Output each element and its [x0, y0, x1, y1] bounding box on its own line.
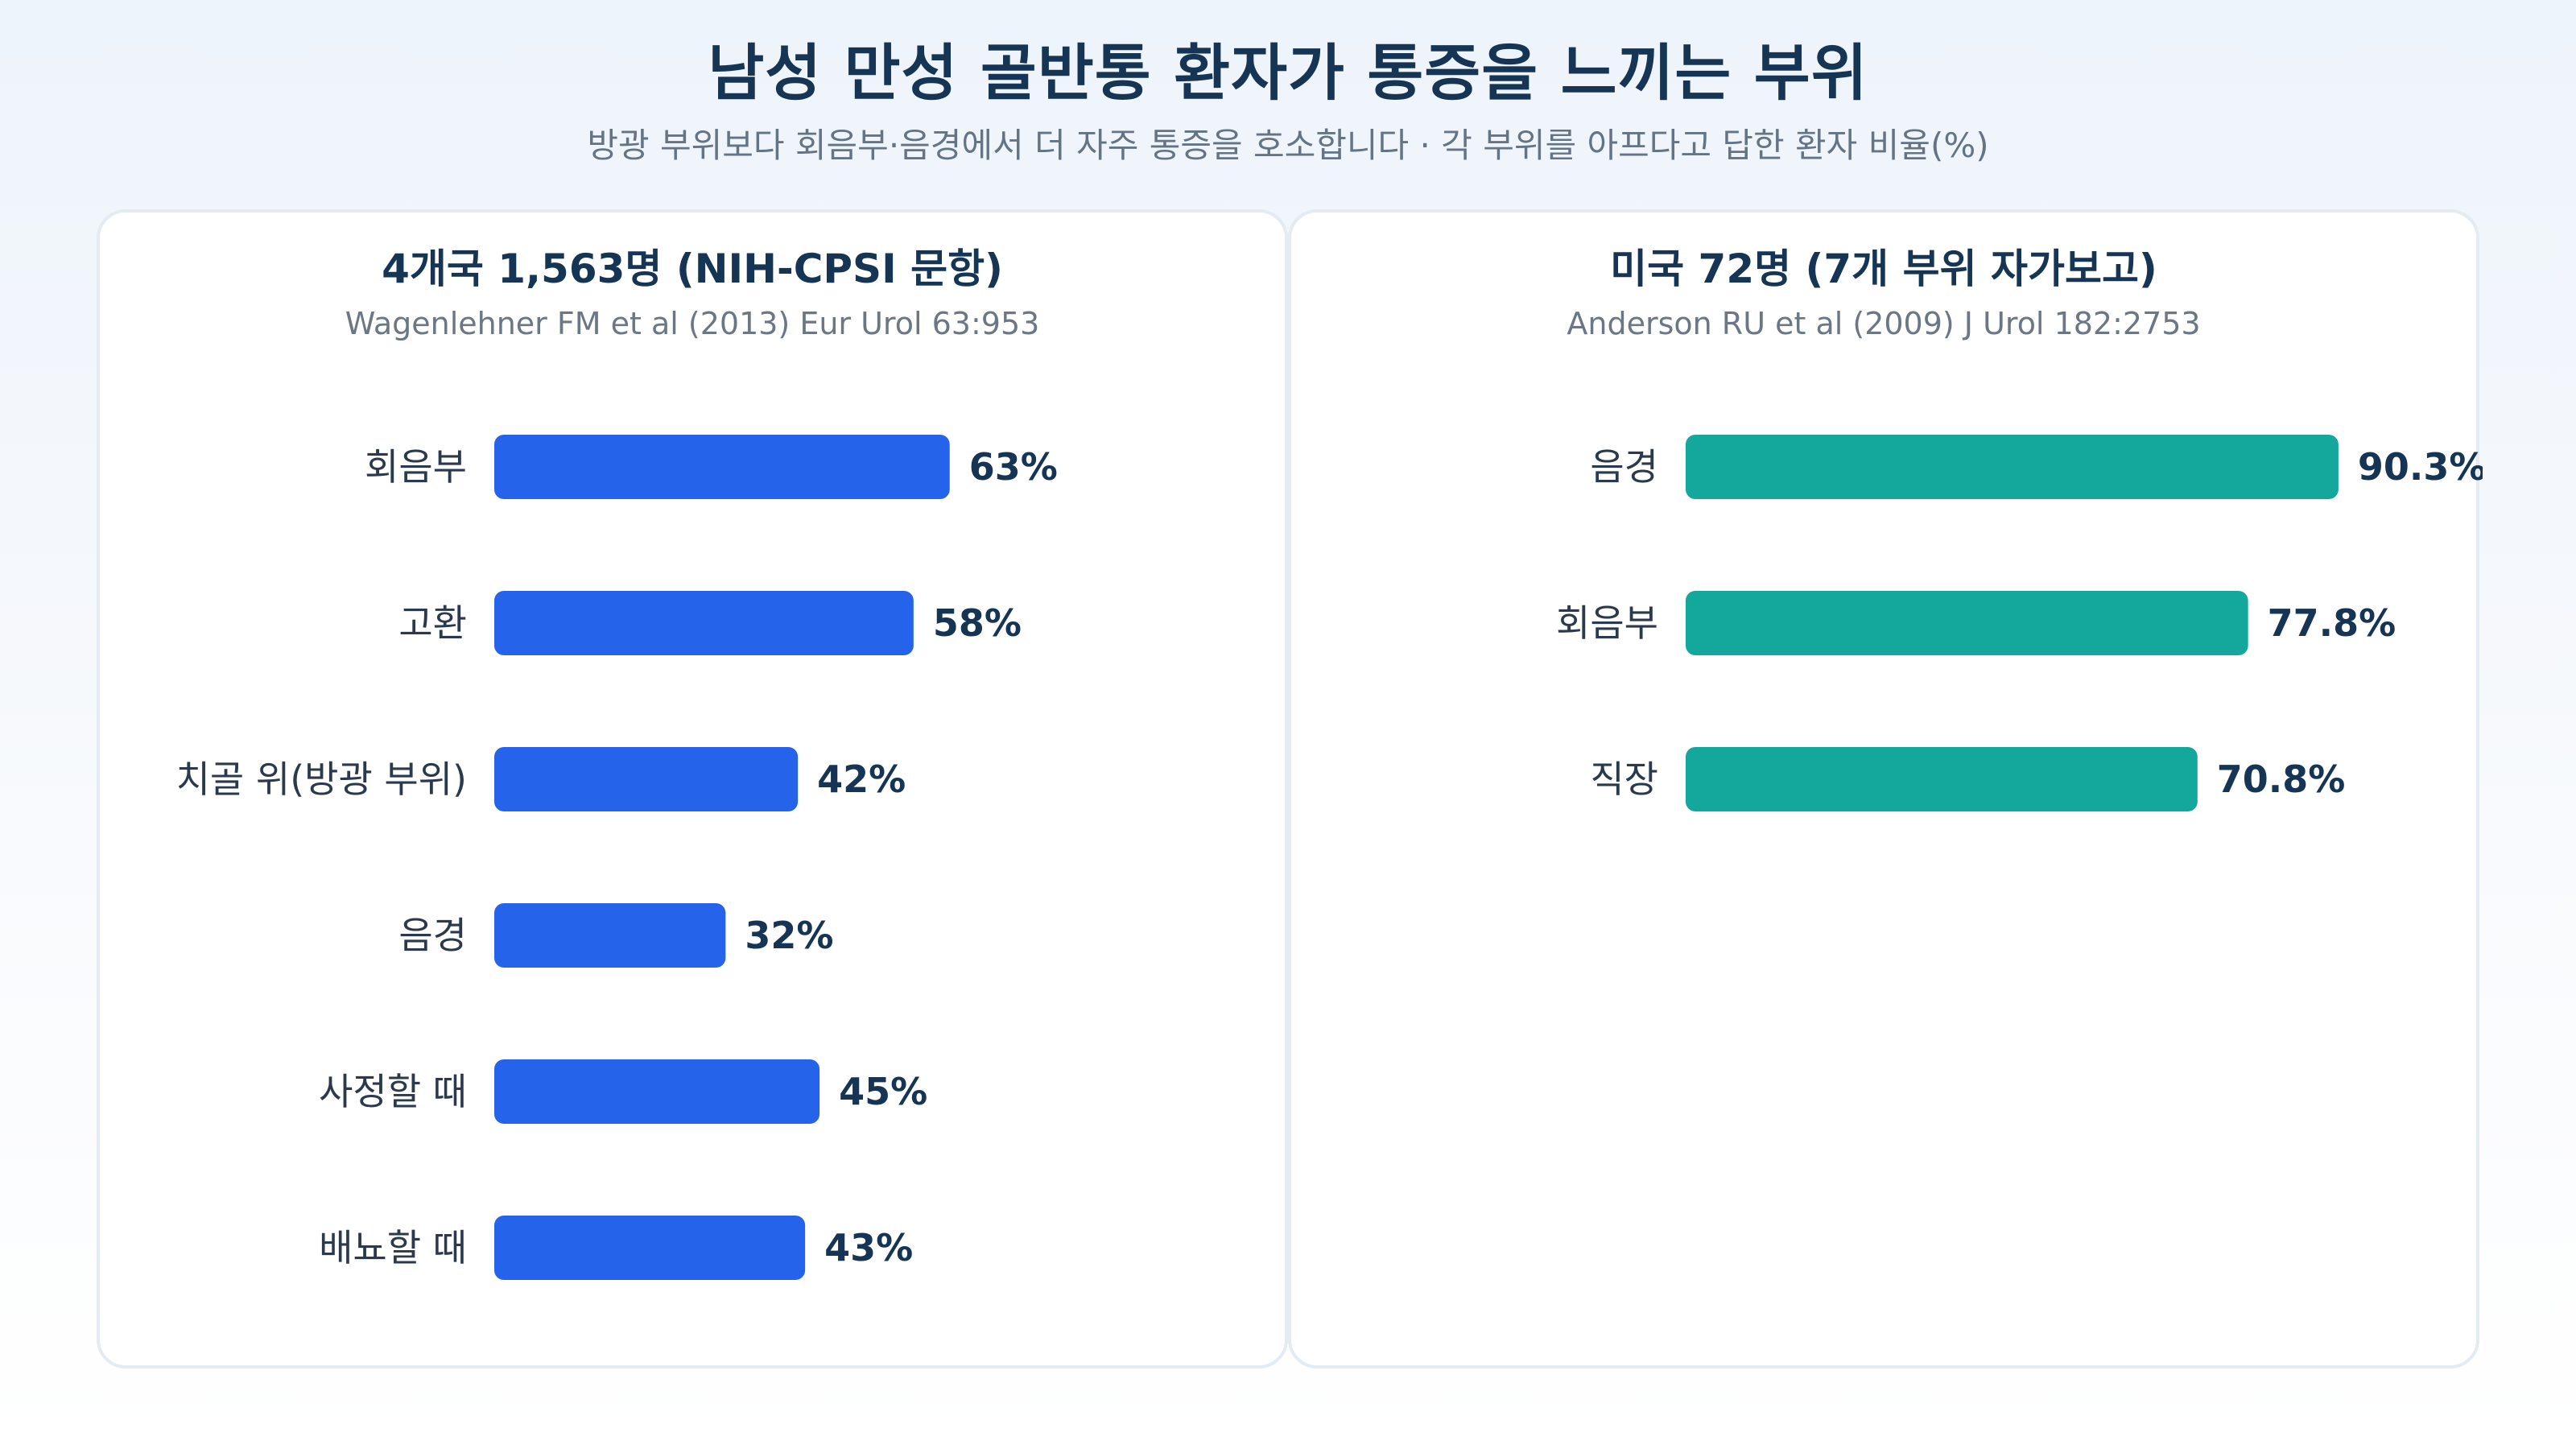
- bar-right-0: [1686, 435, 2339, 499]
- panel-header-right: 미국 72명 (7개 부위 자가보고) Anderson RU et al (2…: [1291, 237, 2476, 346]
- chart-panel-left: 4개국 1,563명 (NIH-CPSI 문항) Wagenlehner FM …: [97, 209, 1288, 1368]
- value-label: 42%: [817, 758, 906, 801]
- panel-source-right: Anderson RU et al (2009) J Urol 182:2753: [1567, 306, 2201, 341]
- value-label: 77.8%: [2268, 601, 2396, 645]
- value-label: 32%: [745, 914, 833, 957]
- category-label: 사정할 때: [319, 1070, 467, 1113]
- value-label: 90.3%: [2358, 445, 2483, 489]
- category-label: 음경: [398, 914, 467, 957]
- bar-left-5: [494, 1216, 806, 1280]
- bar-left-0: [494, 435, 950, 499]
- value-label: 70.8%: [2217, 758, 2346, 801]
- bar-chart-right: 음경 90.3% 회음부 77.8% 직장 70.8%: [1556, 435, 2483, 811]
- value-label: 63%: [969, 445, 1058, 489]
- category-label: 배뇨할 때: [319, 1226, 467, 1269]
- panel-title-left: 4개국 1,563명 (NIH-CPSI 문항): [382, 246, 1003, 292]
- category-label: 고환: [398, 601, 467, 645]
- category-label: 회음부: [1556, 601, 1658, 645]
- bar-left-3: [494, 903, 726, 968]
- bar-chart-left: 회음부 63% 고환 58% 치골 위(방광 부위) 42% 음경 32% 사정할 때 45% 배뇨…: [176, 435, 1058, 1280]
- bar-left-4: [494, 1059, 820, 1124]
- bar-left-2: [494, 747, 799, 811]
- panel-title-right: 미국 72명 (7개 부위 자가보고): [1610, 246, 2157, 292]
- bar-left-1: [494, 591, 914, 655]
- value-label: 58%: [933, 601, 1022, 645]
- page-title: 남성 만성 골반통 환자가 통증을 느끼는 부위: [708, 37, 1868, 109]
- value-label: 45%: [839, 1070, 927, 1113]
- page-subtitle: 방광 부위보다 회음부·음경에서 더 자주 통증을 호소합니다 · 각 부위를 …: [587, 126, 1989, 165]
- value-label: 43%: [824, 1226, 913, 1269]
- panel-header-left: 4개국 1,563명 (NIH-CPSI 문항) Wagenlehner FM …: [100, 237, 1285, 346]
- bar-right-1: [1686, 591, 2248, 655]
- category-label: 치골 위(방광 부위): [176, 758, 467, 801]
- category-label: 직장: [1590, 758, 1658, 801]
- chart-panel-right: 미국 72명 (7개 부위 자가보고) Anderson RU et al (2…: [1288, 209, 2483, 1368]
- bar-right-2: [1686, 747, 2198, 811]
- category-label: 음경: [1590, 445, 1658, 489]
- panel-source-left: Wagenlehner FM et al (2013) Eur Urol 63:…: [345, 306, 1040, 341]
- category-label: 회음부: [365, 445, 467, 489]
- page-header: 남성 만성 골반통 환자가 통증을 느끼는 부위 방광 부위보다 회음부·음경에…: [0, 29, 2576, 174]
